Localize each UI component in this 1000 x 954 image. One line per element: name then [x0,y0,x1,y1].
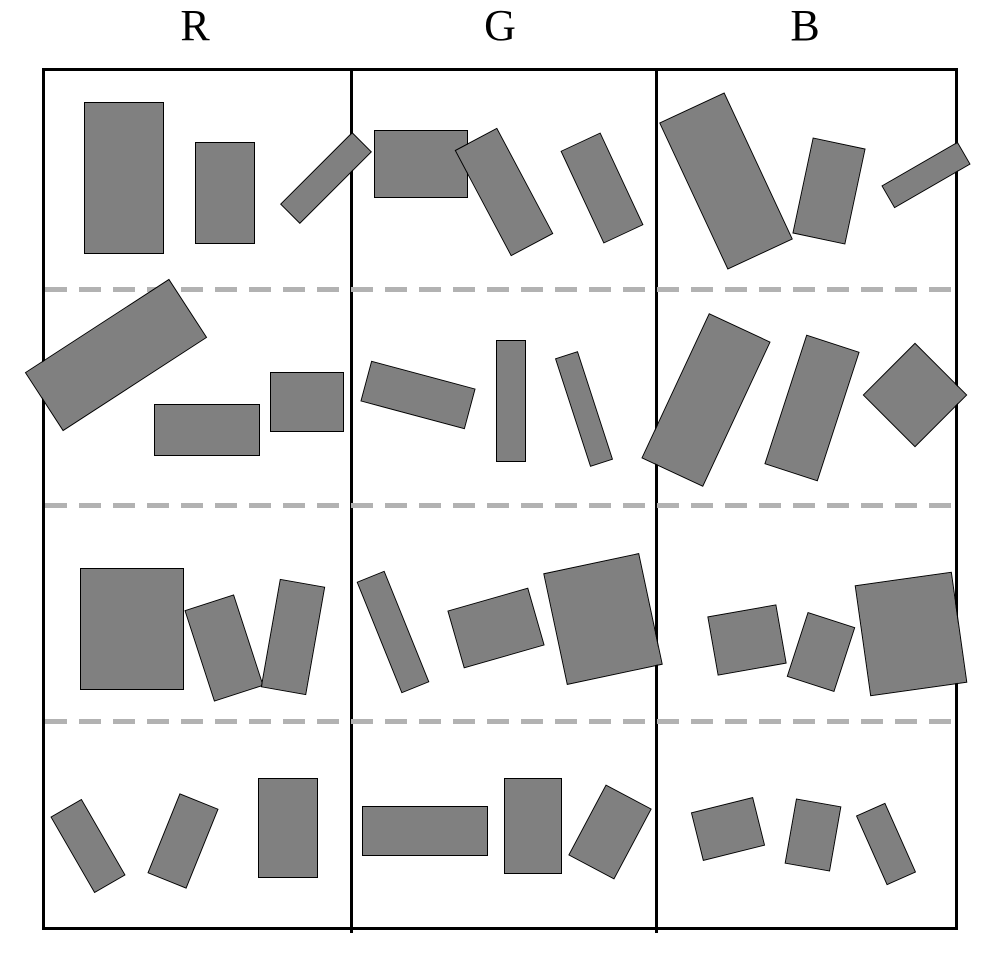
grid-frame [42,68,958,930]
shape-rect [708,606,785,675]
shape-rect [149,795,218,888]
shape-rect [660,94,791,269]
shape-rect [864,344,966,446]
shape-rect [856,573,966,695]
shape-rect [449,589,544,667]
shape-rect [883,143,969,207]
shape-rect [786,800,840,871]
column-divider [350,71,353,933]
shape-rect [570,786,651,878]
shape-rect [358,572,428,692]
shape-rect [857,804,915,884]
shape-rect [363,807,487,855]
row-dash [45,503,955,508]
row-dash [45,287,955,292]
shape-rect [456,129,552,255]
shape-rect [186,596,263,701]
shape-rect [281,133,370,222]
shape-rect [81,569,183,689]
shape-rect [196,143,254,243]
shape-rect [643,314,770,485]
row-dash [45,719,955,724]
shape-rect [85,103,163,253]
column-label-g: G [470,0,530,51]
shape-rect [259,779,317,877]
shape-rect [362,362,475,428]
shape-rect [271,373,343,431]
column-label-r: R [165,0,225,51]
shape-rect [375,131,467,197]
shape-rect [505,779,561,873]
diagram-stage: R G B [0,0,1000,954]
column-label-b: B [775,0,835,51]
shape-rect [262,580,324,694]
shape-rect [766,336,859,480]
shape-rect [794,139,865,244]
shape-rect [556,352,612,465]
shape-rect [155,405,259,455]
shape-rect [788,613,854,691]
column-divider [655,71,658,933]
shape-rect [544,554,661,684]
shape-rect [562,134,642,242]
shape-rect [692,798,764,860]
shape-rect [497,341,525,461]
shape-rect [52,800,124,891]
